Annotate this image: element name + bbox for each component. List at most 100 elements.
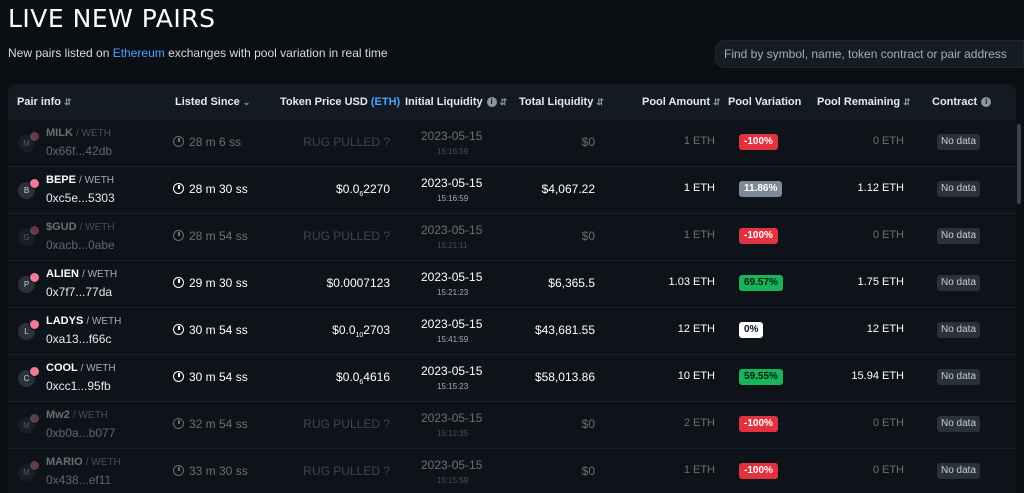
token-symbol: Mw2	[46, 409, 70, 421]
token-price-main: $0.0	[336, 370, 360, 384]
pair-symbol[interactable]: $GUD / WETH	[46, 221, 115, 233]
base-token: / WETH	[72, 410, 108, 421]
pair-address[interactable]: 0x438...ef11	[46, 473, 112, 487]
page-title: LIVE NEW PAIRS	[8, 4, 216, 33]
contract-status-badge[interactable]: No data	[937, 275, 981, 291]
table-row[interactable]: G $GUD / WETH 0xacb...0abe 28 m 54 ss RU…	[8, 214, 1016, 261]
listed-since: 28 m 30 ss	[173, 182, 248, 196]
pool-amount: 1 ETH	[683, 135, 715, 147]
chevron-down-icon: ⌄	[242, 97, 251, 107]
token-price: $0.062270	[336, 182, 390, 198]
token-price: RUG PULLED ?	[303, 417, 390, 433]
total-liquidity: $0	[581, 229, 595, 243]
base-token: / WETH	[80, 363, 116, 374]
listed-since-value: 32 m 54 ss	[189, 417, 248, 431]
pair-symbol[interactable]: LADYS / WETH	[46, 315, 121, 327]
table-row[interactable]: P ALIEN / WETH 0x7f7...77da 29 m 30 ss $…	[8, 261, 1016, 308]
col-pool-amount-label: Pool Amount	[642, 96, 711, 108]
ethereum-link[interactable]: Ethereum	[112, 46, 165, 60]
base-token: / WETH	[79, 222, 115, 233]
chain-badge-icon	[29, 225, 40, 236]
chain-badge-icon	[29, 413, 40, 424]
token-price-zeros: 6	[359, 191, 364, 198]
listed-since: 29 m 30 ss	[173, 276, 248, 290]
pool-remaining: 0 ETH	[872, 135, 904, 147]
table-row[interactable]: C COOL / WETH 0xcc1...95fb 30 m 54 ss $0…	[8, 355, 1016, 402]
pair-address[interactable]: 0xacb...0abe	[46, 238, 115, 252]
token-symbol: COOL	[46, 362, 78, 374]
contract-status-badge[interactable]: No data	[937, 134, 981, 150]
scrollbar-thumb[interactable]	[1017, 124, 1021, 204]
clock-icon	[173, 183, 184, 194]
listed-since-value: 29 m 30 ss	[189, 276, 248, 290]
col-contract[interactable]: Contract i	[932, 84, 992, 120]
pair-address[interactable]: 0xa13...f66c	[46, 332, 112, 346]
contract-status-badge[interactable]: No data	[937, 369, 981, 385]
contract-status-badge[interactable]: No data	[937, 463, 981, 479]
token-price-digits: 2703	[363, 323, 390, 337]
table-row[interactable]: M MARIO / WETH 0x438...ef11 33 m 30 ss R…	[8, 449, 1016, 493]
pair-address[interactable]: 0xcc1...95fb	[46, 379, 111, 393]
pool-variation-badge: -100%	[739, 463, 778, 479]
base-token: / WETH	[75, 128, 111, 139]
contract-status-badge[interactable]: No data	[937, 181, 981, 197]
clock-icon	[173, 277, 184, 288]
initial-liquidity-time: 15:21:23	[437, 288, 469, 297]
pair-symbol[interactable]: ALIEN / WETH	[46, 268, 117, 280]
table-row[interactable]: L LADYS / WETH 0xa13...f66c 30 m 54 ss $…	[8, 308, 1016, 355]
col-initial-liquidity[interactable]: Initial Liquidity i ⇵	[405, 84, 507, 120]
col-listed-since[interactable]: Listed Since ⌄	[175, 84, 250, 120]
table-row[interactable]: M MILK / WETH 0x66f...42db 28 m 6 ss RUG…	[8, 120, 1016, 167]
sort-icon: ⇵	[903, 97, 911, 107]
scrollbar[interactable]	[1016, 120, 1022, 493]
pool-amount: 1 ETH	[683, 182, 715, 194]
token-symbol: $GUD	[46, 221, 77, 233]
col-token-price[interactable]: Token Price USD (ETH)	[280, 84, 400, 120]
total-liquidity: $0	[581, 464, 595, 478]
contract-status-badge[interactable]: No data	[937, 416, 981, 432]
pair-symbol[interactable]: COOL / WETH	[46, 362, 116, 374]
subtitle-text: New pairs listed on	[8, 46, 113, 60]
initial-liquidity-date: 2023-05-15	[421, 411, 483, 425]
info-icon[interactable]: i	[981, 97, 992, 108]
pair-address[interactable]: 0x7f7...77da	[46, 285, 113, 299]
sort-icon: ⇵	[499, 97, 508, 107]
chain-badge-icon	[29, 178, 40, 189]
token-price: $0.0007123	[327, 276, 390, 292]
listed-since-value: 28 m 54 ss	[189, 229, 248, 243]
col-pair-info-label: Pair info	[17, 96, 62, 108]
pair-symbol[interactable]: Mw2 / WETH	[46, 409, 108, 421]
pool-variation-badge: 59.55%	[739, 369, 783, 385]
total-liquidity: $0	[581, 417, 595, 431]
col-pool-amount[interactable]: Pool Amount ⇵	[642, 84, 721, 120]
pair-address[interactable]: 0xc5e...5303	[46, 191, 115, 205]
col-total-liquidity[interactable]: Total Liquidity ⇵	[519, 84, 604, 120]
token-price-main: RUG PULLED ?	[303, 135, 390, 149]
col-pair-info[interactable]: Pair info ⇵	[17, 84, 72, 120]
pool-amount: 12 ETH	[677, 323, 715, 335]
initial-liquidity-time: 15:21:11	[437, 241, 468, 250]
col-pool-remaining[interactable]: Pool Remaining ⇵	[817, 84, 911, 120]
token-price: $0.064616	[336, 370, 390, 386]
pair-address[interactable]: 0xb0a...b077	[46, 426, 116, 440]
listed-since: 30 m 54 ss	[173, 323, 248, 337]
pool-amount: 2 ETH	[683, 417, 715, 429]
pair-symbol[interactable]: MARIO / WETH	[46, 456, 121, 468]
info-icon[interactable]: i	[486, 97, 497, 108]
table-row[interactable]: B BEPE / WETH 0xc5e...5303 28 m 30 ss $0…	[8, 167, 1016, 214]
pair-symbol[interactable]: MILK / WETH	[46, 127, 111, 139]
pair-address[interactable]: 0x66f...42db	[46, 144, 113, 158]
pair-symbol[interactable]: BEPE / WETH	[46, 174, 114, 186]
pool-remaining: 1.75 ETH	[857, 276, 904, 288]
listed-since: 32 m 54 ss	[173, 417, 248, 431]
col-pool-remaining-label: Pool Remaining	[817, 96, 901, 108]
pool-remaining: 15.94 ETH	[851, 370, 904, 382]
contract-status-badge[interactable]: No data	[937, 322, 981, 338]
table-row[interactable]: M Mw2 / WETH 0xb0a...b077 32 m 54 ss RUG…	[8, 402, 1016, 449]
col-pool-variation[interactable]: Pool Variation	[728, 84, 801, 120]
token-price-digits: 4616	[363, 370, 390, 384]
contract-status-badge[interactable]: No data	[937, 228, 981, 244]
pool-variation-badge: 11.86%	[739, 181, 783, 197]
token-price-main: $0.0007123	[326, 276, 390, 290]
search-input[interactable]	[715, 40, 1024, 68]
